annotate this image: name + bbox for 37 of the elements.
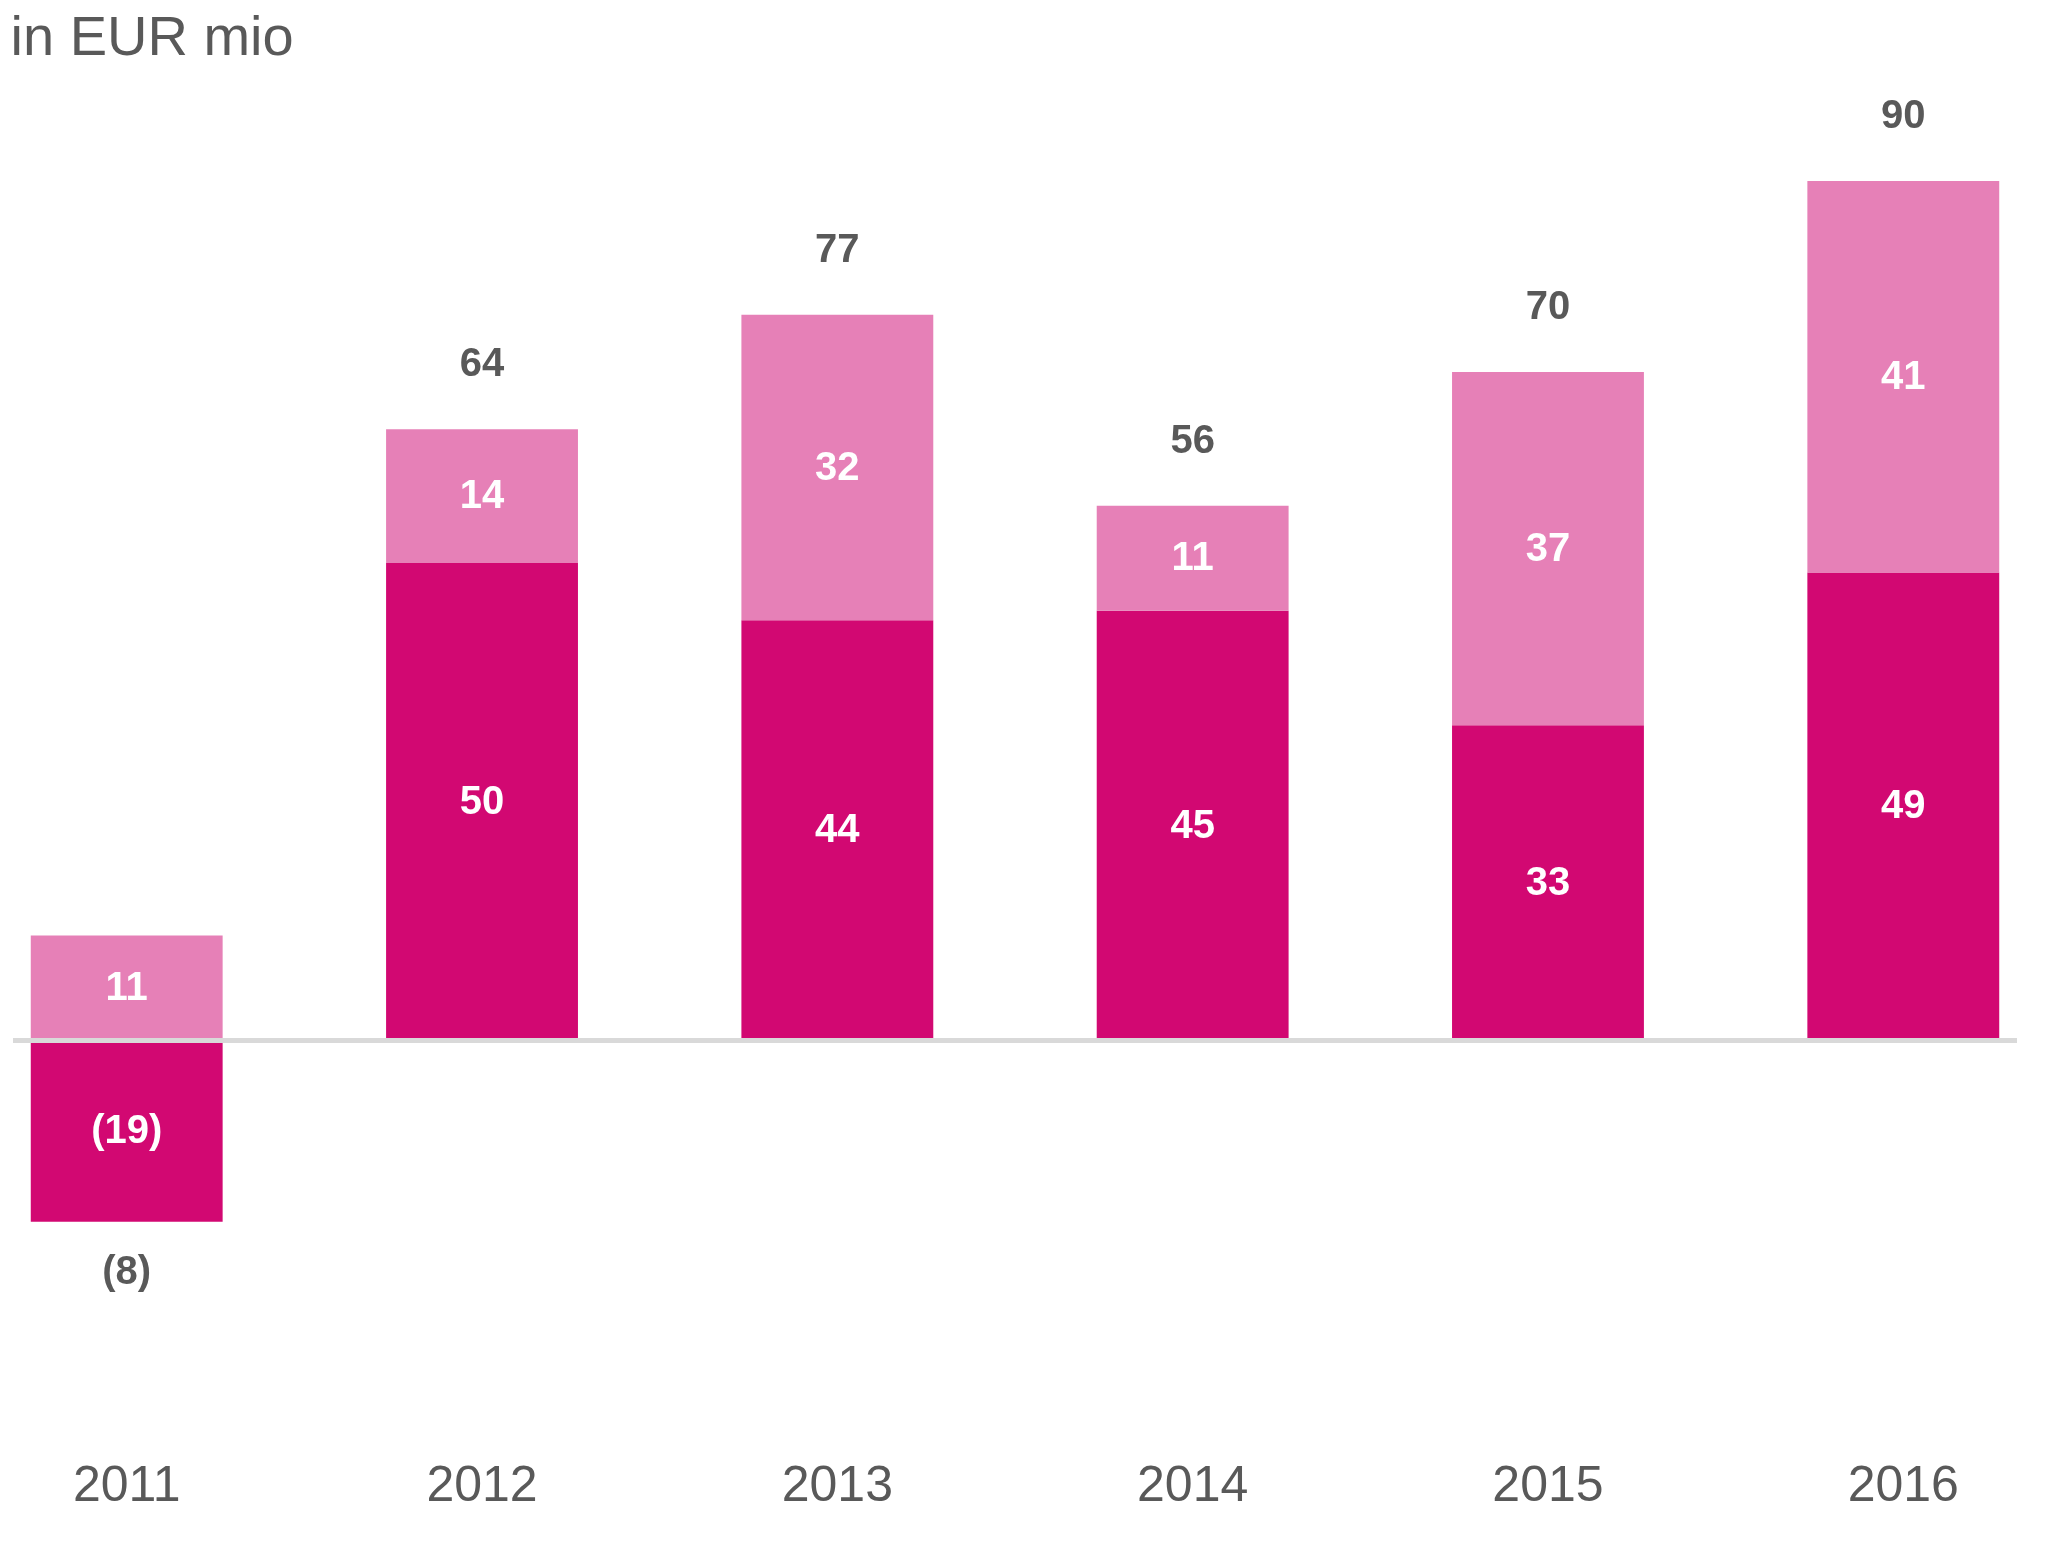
data-label: 49 <box>1881 782 1926 827</box>
total-label: 90 <box>1881 92 1926 137</box>
x-tick-label: 2016 <box>1847 1455 1959 1512</box>
total-label: (8) <box>102 1247 152 1292</box>
x-tick-label: 2015 <box>1492 1455 1604 1512</box>
bar <box>30 935 223 1041</box>
data-label: 11 <box>105 963 148 1008</box>
bar <box>1807 181 2000 573</box>
x-tick-label: 2013 <box>781 1455 893 1512</box>
data-label: 14 <box>459 472 506 517</box>
bar <box>741 314 934 621</box>
data-label: (19) <box>91 1107 163 1152</box>
data-label: 32 <box>815 443 860 488</box>
x-tick-label: 2014 <box>1137 1455 1249 1512</box>
bar <box>1452 372 1644 726</box>
total-label: 77 <box>815 225 860 270</box>
x-tick-label: 2011 <box>72 1455 181 1512</box>
bar <box>30 1040 223 1222</box>
bar <box>1452 725 1644 1041</box>
data-label: 33 <box>1525 858 1571 903</box>
data-label: 37 <box>1525 524 1571 569</box>
bar <box>1096 505 1289 611</box>
data-label: 50 <box>459 777 505 822</box>
total-label: 56 <box>1170 416 1215 461</box>
data-label: 44 <box>815 806 861 851</box>
bar <box>1807 572 2000 1041</box>
x-tick-label: 2012 <box>426 1455 538 1512</box>
bar <box>386 429 578 564</box>
bar <box>1096 610 1289 1041</box>
data-label: 45 <box>1170 801 1215 846</box>
data-label: 41 <box>1881 352 1926 397</box>
total-label: 70 <box>1525 283 1571 328</box>
data-label: 11 <box>1171 534 1214 579</box>
total-label: 64 <box>459 340 506 385</box>
chart-title: in EUR mio <box>10 4 294 67</box>
bar <box>386 563 578 1041</box>
bar <box>741 620 934 1041</box>
